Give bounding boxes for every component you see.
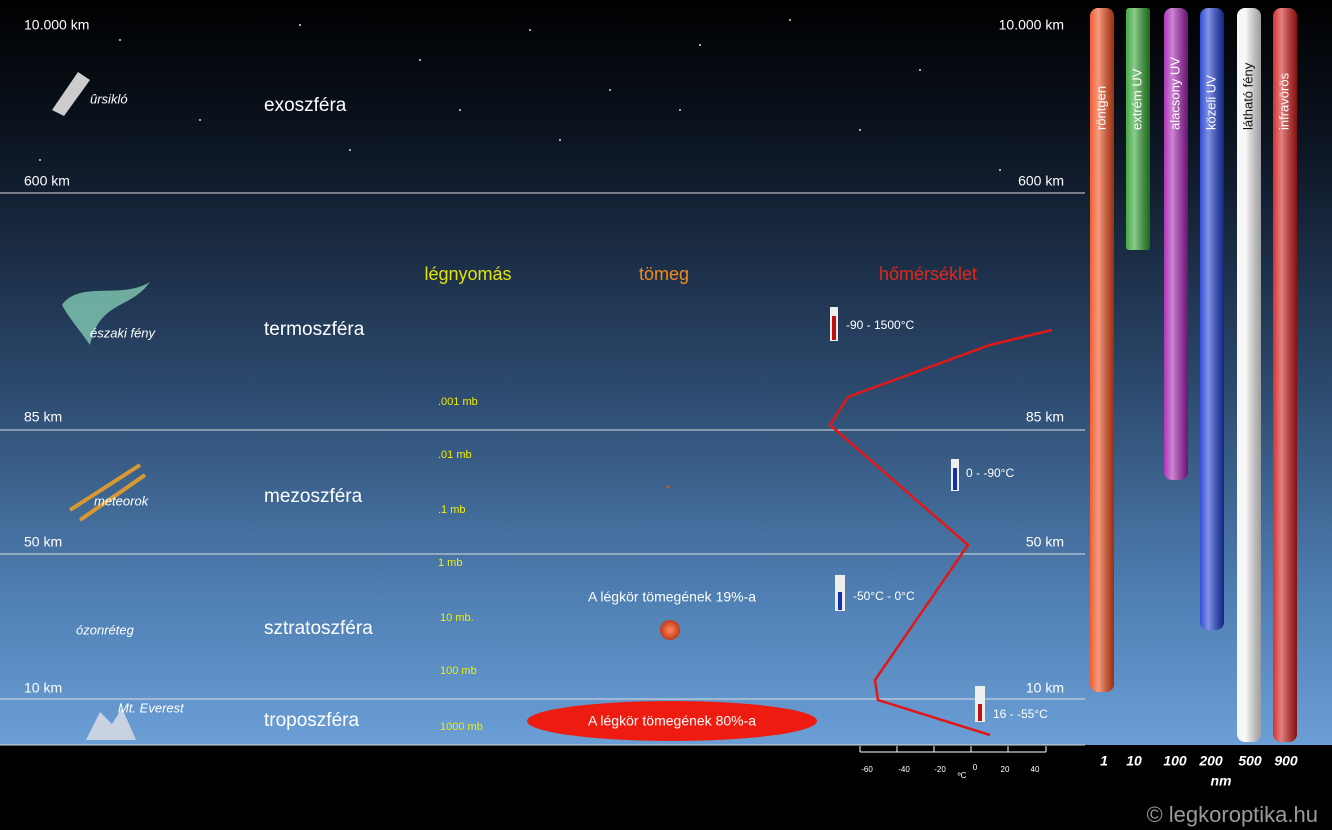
altitude-right: 85 km — [1026, 409, 1064, 425]
mass-label: A légkör tömegének 19%-a — [588, 589, 756, 605]
pressure-label: 100 mb — [440, 665, 477, 677]
scale-tick-label: 0 — [973, 763, 978, 772]
spectrum-label: látható fény — [1240, 62, 1255, 130]
wavelength-label: 1 — [1100, 753, 1108, 769]
wavelength-label: 10 — [1126, 753, 1142, 769]
scale-tick-label: -20 — [934, 765, 946, 774]
pressure-label: 10 mb. — [440, 612, 474, 624]
altitude-right: 10.000 km — [999, 17, 1064, 33]
feature-label: északi fény — [90, 325, 157, 340]
layer-name: mezoszféra — [264, 486, 363, 507]
scale-unit: ºC — [958, 771, 967, 780]
column-header: légnyomás — [424, 264, 511, 284]
temperature-label: -90 - 1500°C — [846, 318, 915, 332]
wavelength-unit: nm — [1211, 773, 1232, 789]
column-header: hőmérséklet — [879, 264, 977, 284]
pressure-label: 1000 mb — [440, 721, 483, 733]
temperature-label: 16 - -55°C — [993, 707, 1048, 721]
body: 10.000 km 600 km 85 km 50 km 10 km 10.00… — [0, 0, 1332, 830]
spectrum-label: infravörös — [1276, 72, 1291, 130]
atmosphere-diagram: 10.000 km 600 km 85 km 50 km 10 km 10.00… — [0, 0, 1332, 830]
feature-label: Mt. Everest — [118, 700, 185, 715]
layer-name: troposzféra — [264, 710, 359, 731]
wavelength-label: 500 — [1238, 753, 1262, 769]
layer-name: exoszféra — [264, 95, 347, 116]
altitude-right: 50 km — [1026, 534, 1064, 550]
scale-tick-label: -60 — [861, 765, 873, 774]
temperature-scale — [860, 746, 1046, 752]
copyright: © legkoroptika.hu — [1146, 802, 1318, 827]
wavelength-label: 900 — [1274, 753, 1298, 769]
spectrum-label: közeli UV — [1203, 75, 1218, 130]
temperature-label: 0 - -90°C — [966, 466, 1014, 480]
altitude-left: 85 km — [24, 409, 62, 425]
scale-tick-label: -40 — [898, 765, 910, 774]
temperature-label: -50°C - 0°C — [853, 589, 915, 603]
feature-label: ûrsikló — [90, 91, 128, 106]
wavelength-label: 200 — [1198, 753, 1223, 769]
altitude-right: 600 km — [1018, 173, 1064, 189]
pressure-label: .001 mb — [438, 396, 478, 408]
mass-label: A légkör tömegének 80%-a — [588, 713, 756, 729]
scale-tick-label: 40 — [1031, 765, 1040, 774]
altitude-left: 50 km — [24, 534, 62, 550]
altitude-left: 10.000 km — [24, 17, 89, 33]
mass-dot — [667, 486, 670, 489]
pressure-label: .1 mb — [438, 504, 466, 516]
feature-label: meteorok — [94, 493, 150, 508]
layer-name: sztratoszféra — [264, 618, 373, 639]
spectrum-label: extrém UV — [1129, 68, 1144, 130]
spectrum-label: röntgen — [1093, 86, 1108, 130]
page: Atmosphere {"altitudes": ["10.000 km", "… — [0, 0, 1332, 830]
altitude-right: 10 km — [1026, 680, 1064, 696]
layer-name: termoszféra — [264, 319, 365, 340]
feature-label: ózonréteg — [76, 622, 135, 637]
pressure-label: .01 mb — [438, 449, 472, 461]
altitude-left: 10 km — [24, 680, 62, 696]
scale-tick-label: 20 — [1001, 765, 1010, 774]
wavelength-label: 100 — [1163, 753, 1187, 769]
altitude-left: 600 km — [24, 173, 70, 189]
mass-ball — [660, 620, 680, 640]
column-header: tömeg — [639, 264, 689, 284]
spectrum-label: alacsony UV — [1167, 57, 1182, 130]
pressure-label: 1 mb — [438, 557, 462, 569]
